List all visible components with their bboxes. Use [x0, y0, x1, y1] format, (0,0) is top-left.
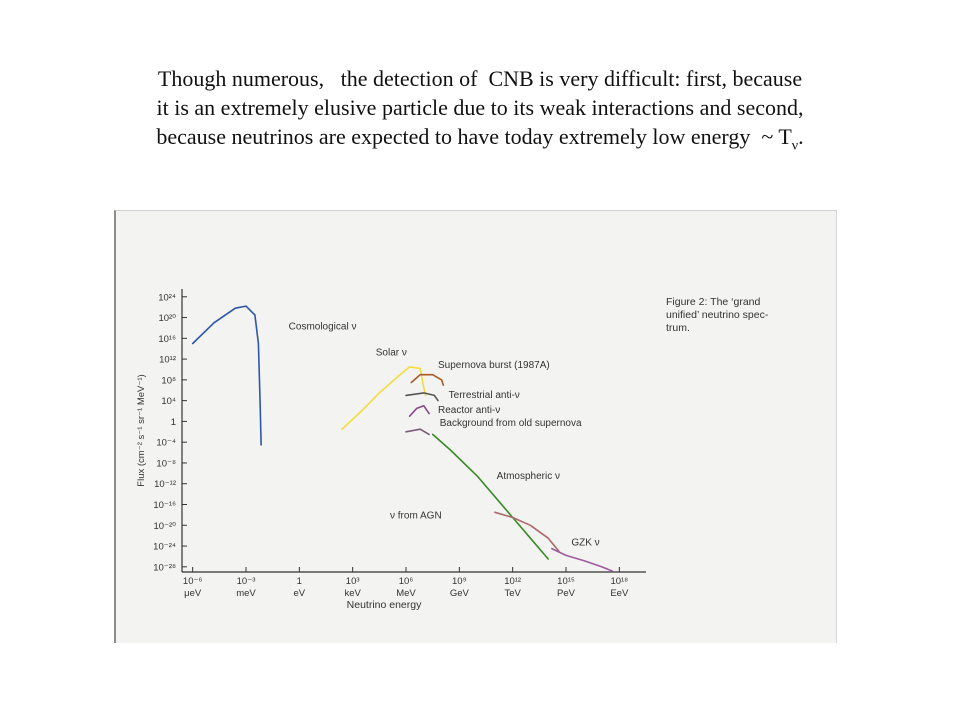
series-line-6: [433, 434, 549, 559]
annotation-0: Cosmological ν: [289, 322, 357, 333]
series-line-4: [410, 406, 430, 416]
y-tick-label-2: 10¹⁶: [158, 334, 176, 345]
annotation-1: Solar ν: [376, 347, 407, 358]
y-tick-label-9: 10⁻¹²: [154, 479, 176, 490]
x-tick-unit-8: EeV: [610, 588, 629, 599]
annotation-5: Background from old supernova: [440, 418, 582, 429]
x-axis-title: Neutrino energy: [347, 599, 422, 611]
y-tick-label-4: 10⁸: [161, 375, 176, 386]
x-tick-power-1: 10⁻³: [237, 576, 256, 587]
annotation-8: GZK ν: [571, 538, 599, 549]
series-line-3: [406, 393, 438, 401]
series-line-8: [552, 549, 612, 571]
x-tick-unit-6: TeV: [504, 588, 521, 599]
x-tick-unit-4: MeV: [396, 588, 416, 599]
x-tick-unit-2: eV: [294, 588, 306, 599]
figure-caption-line-1: Figure 2: The ‘grand: [666, 296, 836, 309]
y-tick-label-0: 10²⁴: [158, 292, 176, 303]
y-tick-label-3: 10¹²: [159, 355, 176, 366]
x-tick-power-4: 10⁶: [399, 576, 414, 587]
x-tick-power-7: 10¹⁵: [557, 576, 575, 587]
annotation-4: Reactor anti-ν: [438, 405, 500, 416]
x-tick-unit-7: PeV: [557, 588, 576, 599]
y-tick-label-11: 10⁻²⁰: [153, 521, 176, 532]
y-tick-label-10: 10⁻¹⁶: [153, 500, 176, 511]
x-tick-power-5: 10⁹: [452, 576, 467, 587]
y-tick-label-6: 1: [171, 417, 176, 428]
y-tick-label-8: 10⁻⁸: [156, 458, 176, 469]
figure-caption-line-2: unified’ neutrino spec-: [666, 309, 836, 322]
y-tick-label-12: 10⁻²⁴: [153, 542, 176, 553]
figure-caption-line-3: trum.: [666, 322, 836, 335]
y-tick-label-1: 10²⁰: [158, 313, 176, 324]
series-line-2: [411, 375, 443, 385]
annotation-7: ν from AGN: [390, 511, 442, 522]
series-line-1: [342, 367, 426, 429]
x-tick-unit-5: GeV: [450, 588, 470, 599]
annotation-3: Terrestrial anti-ν: [449, 390, 520, 401]
annotation-2: Supernova burst (1987A): [438, 360, 550, 371]
figure-caption: Figure 2: The ‘grand unified’ neutrino s…: [666, 296, 836, 335]
x-tick-power-3: 10³: [346, 576, 360, 587]
x-tick-power-2: 1: [297, 576, 302, 587]
series-line-7: [495, 512, 559, 551]
y-tick-label-13: 10⁻²⁸: [153, 562, 176, 573]
y-tick-label-7: 10⁻⁴: [156, 438, 176, 449]
annotation-6: Atmospheric ν: [497, 471, 560, 482]
series-line-5: [406, 429, 429, 434]
x-tick-unit-1: meV: [236, 588, 256, 599]
x-tick-power-8: 10¹⁸: [610, 576, 628, 587]
x-tick-power-0: 10⁻⁶: [183, 576, 203, 587]
y-tick-label-5: 10⁴: [161, 396, 176, 407]
x-tick-unit-3: keV: [344, 588, 361, 599]
series-line-0: [193, 306, 261, 445]
neutrino-spectrum-chart: 10²⁴ 10²⁰ 10¹⁶ 10¹² 10⁸ 10⁴ 1 10⁻⁴ 10⁻⁸ 10⁻¹² 10⁻¹…: [0, 0, 960, 720]
x-tick-power-6: 10¹²: [504, 576, 521, 587]
y-axis-title: Flux (cm⁻² s⁻¹ sr⁻¹ MeV⁻¹): [136, 374, 147, 486]
x-tick-unit-0: μeV: [184, 588, 202, 599]
